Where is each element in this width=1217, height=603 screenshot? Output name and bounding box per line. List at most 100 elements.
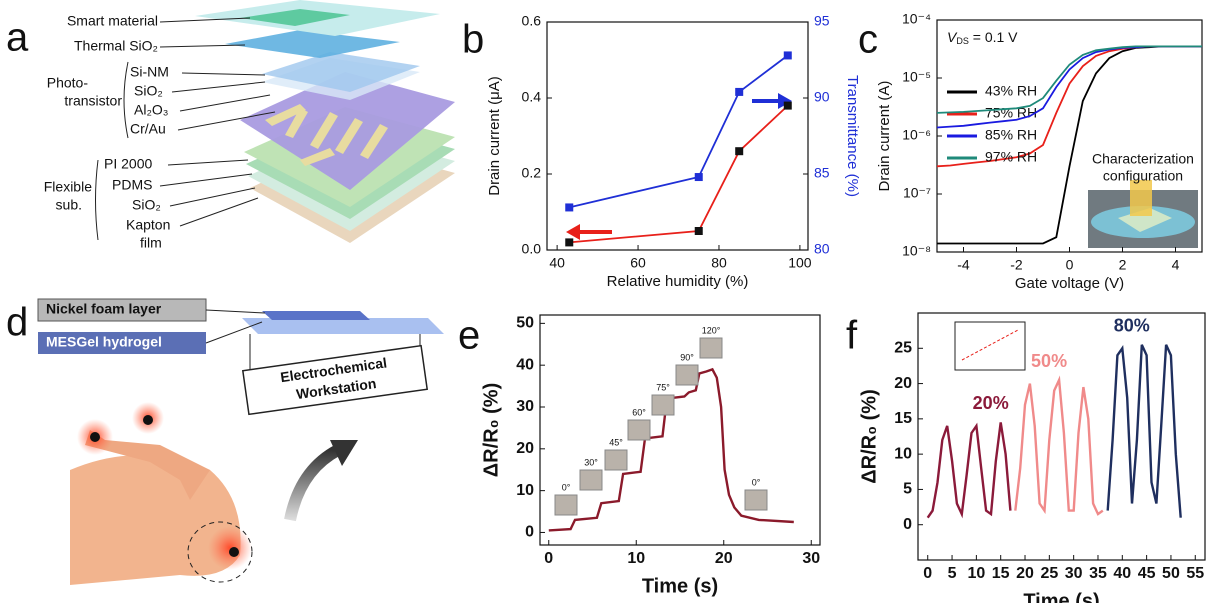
y-tick-label: 20: [894, 375, 912, 392]
series-label: 50%: [1031, 351, 1067, 371]
x-tick-label: 0: [1066, 257, 1074, 273]
thermal-oxide-layer: [225, 30, 400, 58]
annotation-symbol: V: [947, 29, 958, 45]
x-tick-label: 30: [802, 550, 820, 567]
x-axis-label: Gate voltage (V): [1015, 275, 1124, 292]
panel-letter: e: [458, 314, 480, 358]
series-label: 20%: [973, 393, 1009, 413]
layer-label: SiO₂: [132, 197, 161, 213]
marker: [735, 147, 744, 156]
series-label: 80%: [1114, 316, 1150, 336]
marker: [565, 238, 574, 247]
x-tick-label: 30: [1065, 565, 1083, 582]
angle-label: 30°: [584, 457, 598, 467]
x-tick-label: 20: [715, 550, 733, 567]
y-tick-label: 25: [894, 340, 912, 357]
annotation-text: = 0.1 V: [969, 29, 1018, 45]
y-tick-label: 10⁻⁷: [903, 185, 931, 201]
angle-label: 0°: [562, 482, 571, 492]
layer-label: PDMS: [112, 177, 152, 193]
layer-label: MESGel hydrogel: [46, 334, 162, 350]
elbow-circle: [187, 521, 253, 583]
legend-label: 43% RH: [985, 83, 1037, 99]
sensor: [143, 415, 153, 425]
layer-label: Al₂O₃: [134, 102, 168, 118]
group-label: sub.: [56, 197, 82, 213]
upper-arm: [70, 455, 241, 585]
y-tick-label: 0.4: [522, 89, 542, 105]
series-line: [1014, 375, 1104, 516]
x-tick-label: 10: [967, 565, 985, 582]
y-axis-label: ΔR/R₀ (%): [858, 389, 880, 484]
x-axis-label: Time (s): [1023, 590, 1099, 603]
angle-label: 90°: [680, 352, 694, 362]
inset-plot: [954, 321, 1026, 371]
x-tick-label: 45: [1138, 565, 1156, 582]
panel-a: a Smart material Thermal SiO₂ Photo- tra…: [6, 0, 455, 251]
x-tick-label: 15: [992, 565, 1010, 582]
y2-tick-label: 85: [814, 165, 830, 181]
marker: [783, 101, 792, 110]
y-tick-label: 15: [894, 410, 912, 427]
y-tick-label: 0.2: [522, 165, 542, 181]
x-tick-label: 4: [1172, 257, 1180, 273]
photo: [699, 337, 723, 359]
y-tick-label: 10⁻⁶: [902, 127, 931, 143]
x-tick-label: 100: [788, 255, 812, 271]
panel-letter: f: [846, 314, 858, 358]
si-nm-layer: [262, 52, 420, 92]
x-tick-label: 0: [544, 550, 553, 567]
arrow-head: [330, 440, 358, 466]
x-tick-label: 5: [948, 565, 957, 582]
x-axis-label: Time (s): [642, 575, 718, 597]
y-axis-label: Drain current (A): [876, 81, 893, 192]
layer-label: film: [140, 235, 162, 251]
y2-tick-label: 95: [814, 13, 830, 29]
glow: [208, 526, 252, 570]
x-tick-label: 80: [711, 255, 727, 271]
workstation: Electrochemical Workstation: [241, 344, 429, 416]
layer-label: Si-NM: [130, 64, 169, 80]
series-line: [1106, 344, 1182, 518]
layer-label: Thermal SiO₂: [74, 38, 158, 54]
y2-tick-label: 90: [814, 89, 830, 105]
x-tick-label: 10: [627, 550, 645, 567]
plot-frame: [546, 21, 809, 251]
series-line: [569, 54, 789, 209]
x-tick-label: 50: [1162, 565, 1180, 582]
panel-letter: b: [462, 18, 484, 62]
y2-tick-label: 80: [814, 241, 830, 257]
y-tick-label: 10: [516, 482, 534, 499]
plot-frame: [539, 314, 821, 546]
angle-label: 120°: [702, 325, 721, 335]
photo: [651, 394, 675, 416]
marker: [783, 51, 792, 60]
marker: [565, 203, 574, 212]
layer-label: Kapton: [126, 217, 170, 233]
series-line: [936, 45, 1202, 114]
panel-letter: d: [6, 301, 28, 345]
panel-d: d Nickel foam layer MESGel hydrogel Elec…: [6, 298, 444, 585]
series-line: [926, 422, 1012, 519]
x-tick-label: -2: [1010, 257, 1023, 273]
group-label: transistor: [64, 93, 122, 109]
y-tick-label: 10: [894, 445, 912, 462]
layer-label: SiO₂: [134, 83, 163, 99]
smart-material-patch: [240, 9, 350, 26]
y-tick-label: 20: [516, 440, 534, 457]
y-tick-label: 10⁻⁸: [902, 243, 931, 259]
legend-label: 85% RH: [985, 127, 1037, 143]
x-tick-label: 20: [1016, 565, 1034, 582]
inset-photo: [1088, 180, 1198, 248]
angle-label: 45°: [609, 437, 623, 447]
photo: [579, 469, 603, 491]
marker: [694, 227, 703, 235]
y-tick-label: 30: [516, 398, 534, 415]
x-tick-label: 40: [549, 255, 565, 271]
photo: [744, 489, 768, 511]
series-line: [548, 367, 794, 532]
inset-fit: [961, 329, 1019, 361]
y-tick-label: 10⁻⁵: [902, 69, 931, 85]
